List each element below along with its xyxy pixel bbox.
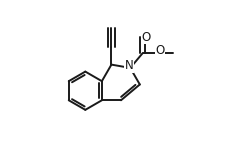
Text: O: O bbox=[141, 30, 150, 44]
Text: O: O bbox=[155, 44, 164, 57]
Text: N: N bbox=[124, 59, 133, 72]
